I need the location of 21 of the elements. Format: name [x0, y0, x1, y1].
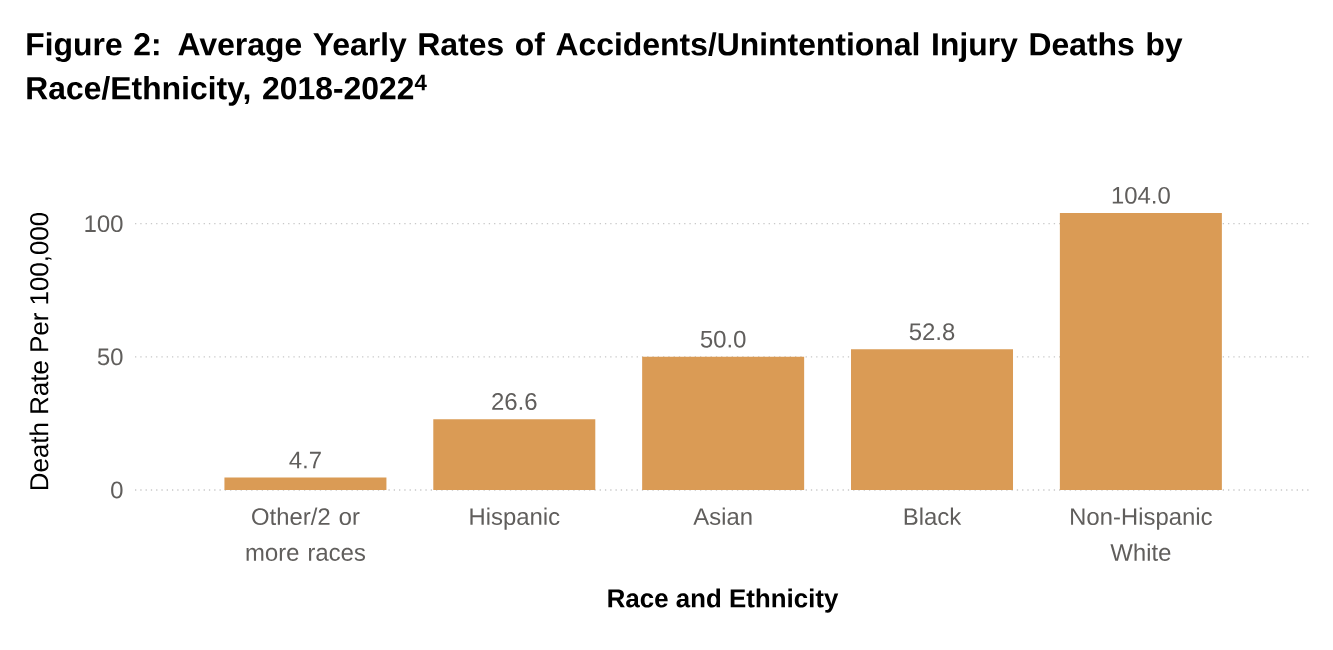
x-tick-label: Non-Hispanic White [1071, 507, 1212, 561]
bar [433, 419, 596, 490]
y-tick-label: 0 [111, 481, 123, 499]
x-tick-label: Hispanic [470, 507, 560, 530]
bar [851, 349, 1014, 490]
data-label: 26.6 [492, 393, 537, 410]
x-tick-label: Black [904, 507, 962, 526]
data-label: 52.8 [909, 323, 955, 341]
data-label: 4.7 [289, 451, 321, 469]
y-tick-label: 100 [85, 215, 123, 233]
data-label: 50.0 [700, 330, 746, 348]
bar [1059, 213, 1222, 490]
x-axis-title: Race and Ethnicity [608, 588, 839, 613]
bar [642, 356, 805, 490]
data-label: 104.0 [1112, 186, 1170, 204]
x-tick-label: Other/2 or more races [246, 507, 365, 561]
y-tick-label: 50 [97, 348, 123, 366]
chart-title: Figure 2: Average Yearly Rates of Accidents/Unintentional Injury Deaths by Race/Ethnicity, 2018-2022$^{4}$ [27, 32, 1183, 106]
x-tick-label: Asian [693, 507, 752, 526]
bar [224, 477, 387, 490]
y-axis-title: Death Rate Per 100,000 [29, 212, 52, 490]
